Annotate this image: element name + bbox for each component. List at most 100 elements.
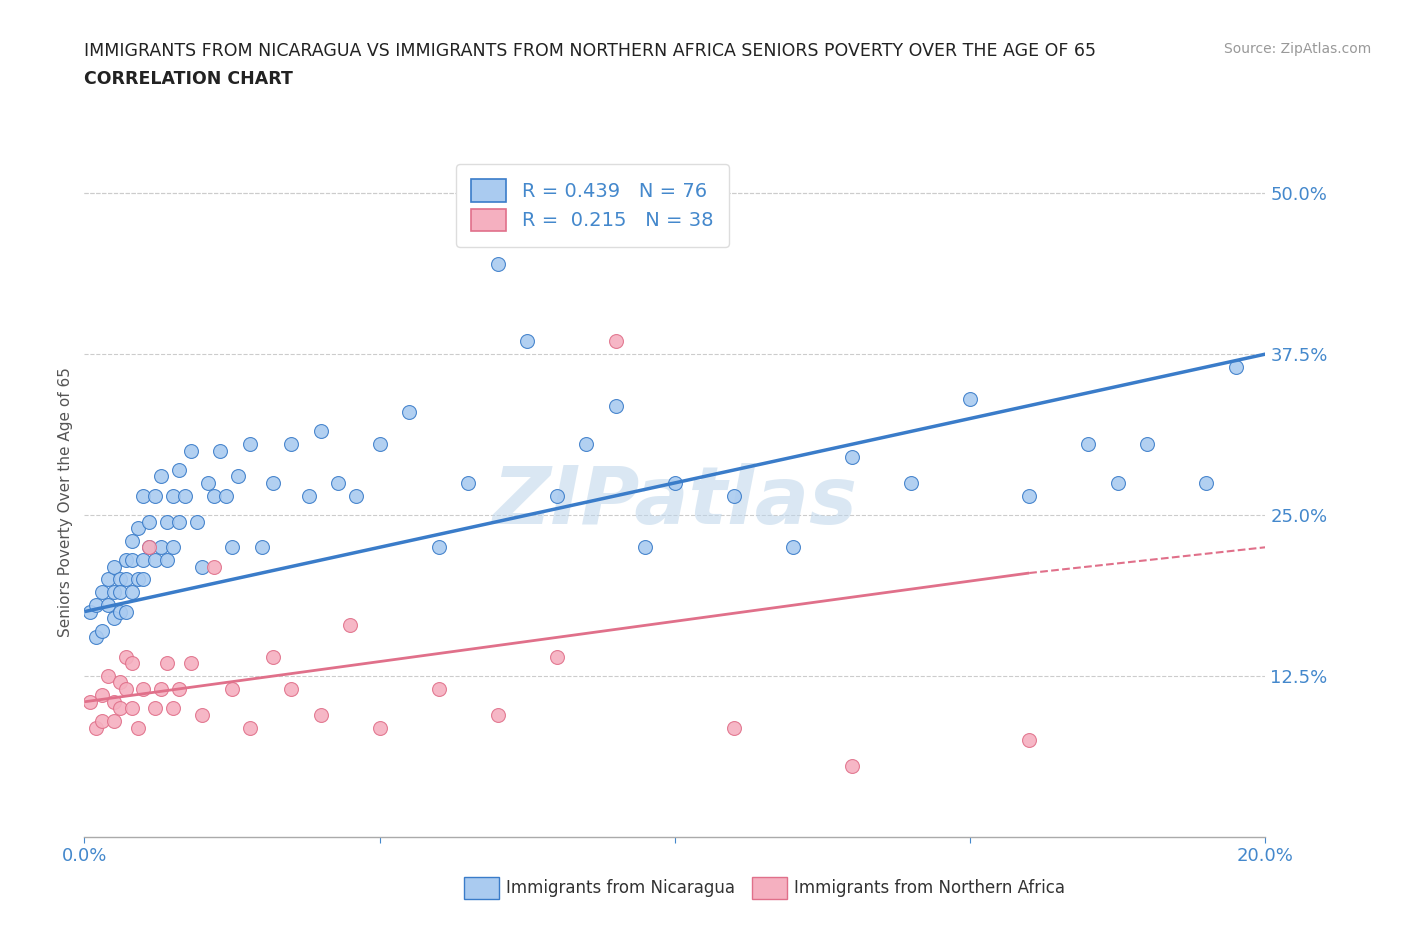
Point — [202, 488, 225, 503]
Text: Immigrants from Northern Africa: Immigrants from Northern Africa — [794, 879, 1066, 897]
Point — [132, 488, 155, 503]
Point — [427, 682, 450, 697]
Point — [309, 707, 332, 722]
Point — [197, 475, 219, 490]
Point — [132, 572, 155, 587]
Point — [97, 598, 120, 613]
Point — [97, 669, 120, 684]
Point — [162, 539, 184, 554]
Point — [79, 695, 101, 710]
Point — [162, 488, 184, 503]
Point — [167, 514, 190, 529]
Point — [132, 552, 155, 567]
Point — [239, 720, 262, 735]
Point — [1018, 733, 1040, 748]
Point — [215, 488, 238, 503]
Point — [84, 720, 107, 735]
Point — [91, 623, 114, 638]
Point — [103, 559, 125, 574]
Point — [108, 572, 131, 587]
Point — [150, 539, 173, 554]
Point — [427, 539, 450, 554]
Point — [209, 444, 232, 458]
Point — [1136, 437, 1159, 452]
Text: ZIPatlas: ZIPatlas — [492, 463, 858, 541]
Point — [309, 424, 332, 439]
Point — [900, 475, 922, 490]
Text: IMMIGRANTS FROM NICARAGUA VS IMMIGRANTS FROM NORTHERN AFRICA SENIORS POVERTY OVE: IMMIGRANTS FROM NICARAGUA VS IMMIGRANTS … — [84, 42, 1097, 60]
Point — [486, 257, 509, 272]
Point — [186, 514, 208, 529]
Point — [180, 656, 202, 671]
Point — [150, 682, 173, 697]
Point — [79, 604, 101, 619]
Point — [280, 682, 302, 697]
Point — [84, 598, 107, 613]
Point — [634, 539, 657, 554]
Point — [156, 552, 179, 567]
Point — [605, 334, 627, 349]
Point — [782, 539, 804, 554]
Point — [84, 630, 107, 644]
Point — [339, 618, 361, 632]
Point — [398, 405, 420, 419]
Point — [156, 656, 179, 671]
Point — [108, 675, 131, 690]
Point — [103, 585, 125, 600]
Point — [143, 488, 166, 503]
Point — [91, 688, 114, 703]
Point — [97, 572, 120, 587]
Point — [575, 437, 598, 452]
Point — [368, 720, 391, 735]
Point — [239, 437, 262, 452]
Point — [516, 334, 538, 349]
Point — [546, 488, 568, 503]
Point — [202, 559, 225, 574]
Point — [1018, 488, 1040, 503]
Point — [91, 713, 114, 728]
Point — [127, 521, 149, 536]
Point — [664, 475, 686, 490]
Legend: R = 0.439   N = 76, R =  0.215   N = 38: R = 0.439 N = 76, R = 0.215 N = 38 — [456, 164, 728, 246]
Point — [841, 759, 863, 774]
Point — [486, 707, 509, 722]
Point — [143, 552, 166, 567]
Point — [1195, 475, 1218, 490]
Point — [108, 701, 131, 716]
Point — [1225, 360, 1247, 375]
Point — [121, 585, 143, 600]
Point — [368, 437, 391, 452]
Point — [1107, 475, 1129, 490]
Text: Immigrants from Nicaragua: Immigrants from Nicaragua — [506, 879, 735, 897]
Point — [121, 552, 143, 567]
Point — [121, 534, 143, 549]
Point — [191, 559, 214, 574]
Point — [103, 713, 125, 728]
Point — [250, 539, 273, 554]
Point — [167, 462, 190, 477]
Point — [103, 695, 125, 710]
Point — [114, 572, 136, 587]
Point — [138, 539, 160, 554]
Point — [114, 682, 136, 697]
Point — [723, 488, 745, 503]
Point — [127, 720, 149, 735]
Point — [180, 444, 202, 458]
Point — [173, 488, 195, 503]
Point — [132, 682, 155, 697]
Point — [191, 707, 214, 722]
Point — [114, 604, 136, 619]
Point — [91, 585, 114, 600]
Point — [262, 475, 284, 490]
Point — [457, 475, 479, 490]
Point — [280, 437, 302, 452]
Point — [221, 682, 243, 697]
Point — [959, 392, 981, 406]
Point — [328, 475, 350, 490]
Point — [546, 649, 568, 664]
Point — [103, 611, 125, 626]
Point — [298, 488, 321, 503]
Point — [167, 682, 190, 697]
Point — [138, 539, 160, 554]
Point — [138, 514, 160, 529]
